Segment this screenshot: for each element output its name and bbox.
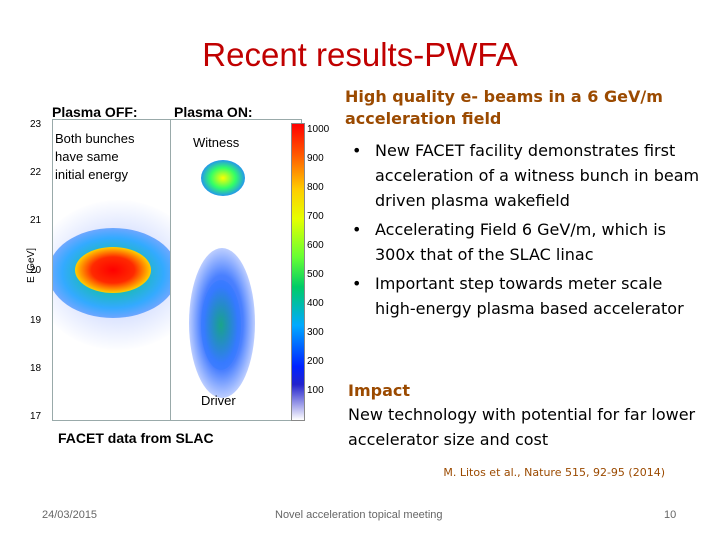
beam-core: [75, 247, 151, 293]
footer-meeting: Novel acceleration topical meeting: [275, 509, 443, 521]
slide-title: Recent results-PWFA: [202, 36, 518, 73]
colorbar-tick: 300: [307, 327, 324, 338]
y-tick: 20: [30, 265, 42, 276]
colorbar-tick: 500: [307, 269, 324, 280]
plasma-off-text-2: have same: [55, 149, 119, 164]
colorbar-tick: 200: [307, 356, 324, 367]
driver-core: [201, 280, 241, 370]
colorbar-tick: 600: [307, 240, 324, 251]
colorbar-tick: 800: [307, 182, 324, 193]
footer-page-number: 10: [664, 509, 677, 521]
footer-date: 24/03/2015: [42, 509, 98, 521]
y-tick: 18: [30, 363, 42, 374]
colorbar-tick: 100: [307, 385, 324, 396]
plasma-on-label: Plasma ON:: [174, 104, 253, 120]
driver-label: Driver: [201, 393, 236, 408]
bullet-item: Important step towards meter scale high-…: [345, 271, 705, 321]
plasma-off-text-3: initial energy: [55, 167, 128, 182]
plasma-off-label: Plasma OFF:: [52, 104, 138, 120]
plasma-off-text-1: Both bunches: [55, 131, 135, 146]
colorbar: [291, 123, 305, 421]
content-column: High quality e- beams in a 6 GeV/m accel…: [345, 86, 705, 325]
y-tick: 17: [30, 411, 42, 422]
y-tick: 22: [30, 167, 42, 178]
figure-caption: FACET data from SLAC: [58, 430, 214, 446]
impact-section: Impact New technology with potential for…: [348, 380, 708, 452]
bullet-item: Accelerating Field 6 GeV/m, which is 300…: [345, 217, 705, 267]
bullet-list: New FACET facility demonstrates first ac…: [345, 138, 705, 321]
colorbar-tick: 1000: [307, 124, 330, 135]
plasma-off-panel: Both bunches have same initial energy: [52, 119, 180, 421]
content-heading-2: acceleration field: [345, 109, 502, 128]
y-tick: 23: [30, 119, 42, 130]
impact-text: New technology with potential for far lo…: [348, 405, 696, 449]
witness-label: Witness: [193, 135, 240, 150]
impact-heading: Impact: [348, 381, 411, 400]
y-tick: 19: [30, 315, 42, 326]
witness-bunch: [201, 160, 245, 196]
content-heading-1: High quality e- beams in a 6 GeV/m: [345, 87, 663, 106]
bullet-item: New FACET facility demonstrates first ac…: [345, 138, 705, 213]
colorbar-tick: 400: [307, 298, 324, 309]
plasma-on-panel: Witness Driver: [170, 119, 302, 421]
citation: M. Litos et al., Nature 515, 92-95 (2014…: [443, 466, 665, 479]
y-tick: 21: [30, 215, 42, 226]
colorbar-tick: 900: [307, 153, 324, 164]
colorbar-tick: 700: [307, 211, 324, 222]
facet-figure: Plasma OFF: Plasma ON: E [GeV] 23 22 21 …: [18, 95, 340, 455]
